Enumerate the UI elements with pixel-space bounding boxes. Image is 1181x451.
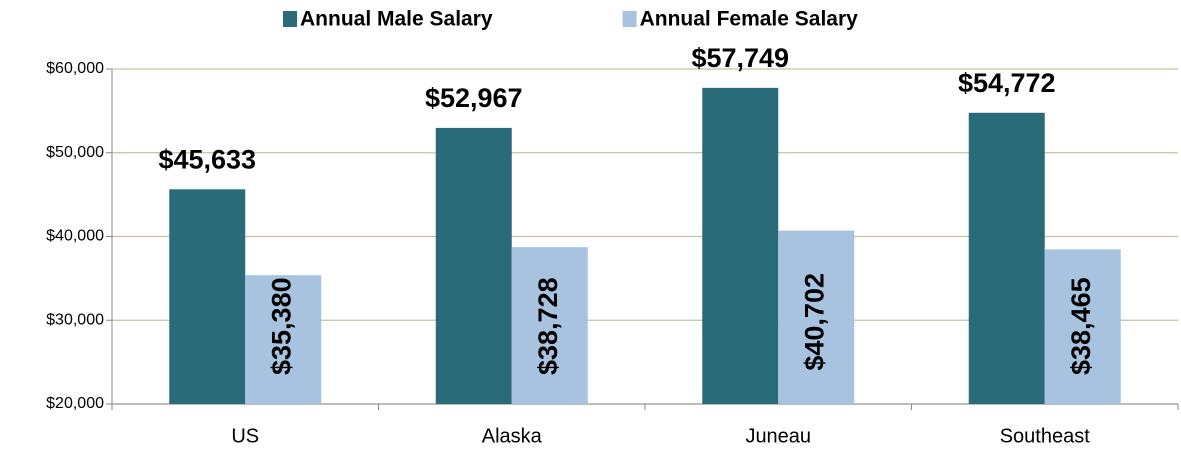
x-tick-label: US: [231, 425, 259, 447]
value-label: $52,967: [425, 83, 523, 113]
value-label: $57,749: [691, 43, 789, 73]
y-tick-label: $60,000: [46, 60, 104, 77]
y-tick-label: $20,000: [46, 395, 104, 412]
value-label: $45,633: [158, 144, 256, 174]
value-label: $54,772: [958, 68, 1056, 98]
x-tick-label: Juneau: [745, 425, 811, 447]
value-label: $38,465: [1066, 277, 1096, 375]
y-tick-label: $30,000: [46, 311, 104, 328]
value-label: $35,380: [266, 277, 296, 375]
bar: [1044, 249, 1121, 404]
legend-swatch: [283, 11, 297, 27]
y-tick-label: $40,000: [46, 228, 104, 245]
bar: [245, 275, 322, 404]
x-tick-label: Alaska: [482, 425, 543, 447]
bar: [778, 230, 855, 404]
bar: [702, 87, 779, 405]
bar: [435, 127, 512, 405]
x-tick-label: Southeast: [1000, 425, 1091, 447]
value-label: $40,702: [799, 273, 829, 371]
value-label: $38,728: [533, 277, 563, 375]
bar: [968, 112, 1045, 405]
legend-swatch: [622, 11, 637, 27]
legend-label: Annual Male Salary: [300, 8, 493, 31]
bar: [511, 247, 588, 404]
bar: [169, 189, 246, 404]
y-tick-label: $50,000: [46, 144, 104, 161]
legend-label: Annual Female Salary: [640, 8, 859, 31]
